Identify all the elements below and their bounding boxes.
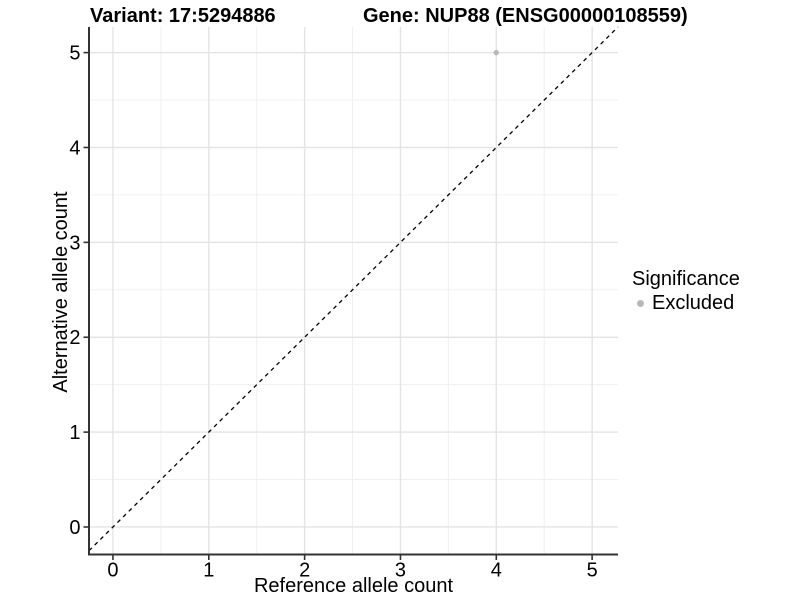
x-axis-title: Reference allele count (253, 575, 453, 597)
legend-point-icon (637, 299, 644, 307)
legend-item-label: Excluded (652, 292, 735, 314)
y-tick-label: 2 (69, 327, 80, 349)
data-point (493, 49, 499, 56)
x-tick-label: 4 (491, 560, 502, 582)
identity-reference-line (88, 26, 619, 552)
x-tick-label: 1 (203, 560, 214, 582)
y-axis-title: Alternative allele count (50, 191, 72, 393)
y-tick-label: 0 (69, 517, 80, 539)
legend: Significance Excluded (632, 268, 740, 314)
x-tick-label: 3 (395, 560, 406, 582)
legend-title: Significance (632, 268, 740, 290)
x-tick-label: 5 (587, 560, 598, 582)
y-tick-label: 5 (69, 43, 80, 65)
y-tick-label: 4 (69, 137, 80, 159)
y-tick-label: 3 (69, 232, 80, 254)
variant-title: Variant: 17:5294886 (90, 5, 276, 27)
x-tick-label: 2 (299, 560, 310, 582)
y-tick-label: 1 (69, 422, 80, 444)
gene-title: Gene: NUP88 (ENSG00000108559) (363, 5, 688, 27)
x-tick-label: 0 (107, 560, 118, 582)
legend-item-excluded: Excluded (632, 292, 740, 314)
